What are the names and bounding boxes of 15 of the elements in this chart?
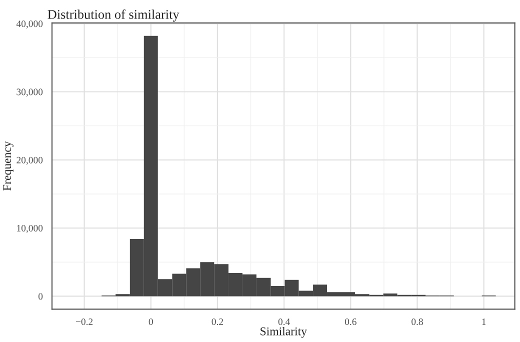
x-tick-label: 0: [148, 318, 153, 326]
chart-title: Distribution of similarity: [48, 9, 180, 22]
y-tick-label: 40,000: [16, 20, 43, 28]
x-tick-label: 0.4: [278, 318, 290, 326]
x-tick-label: 0.2: [212, 318, 224, 326]
y-tick-label: 0: [38, 293, 43, 300]
x-tick-label: 1: [482, 318, 486, 325]
x-tick-label: 0.8: [412, 318, 423, 326]
y-tick-label: 20,000: [16, 156, 43, 165]
y-axis-title: Frequency: [3, 141, 14, 191]
x-tick-label: −0.2: [76, 318, 93, 326]
y-tick-label: 10,000: [17, 224, 43, 233]
x-tick-label: 0.6: [344, 318, 356, 326]
x-axis-title: Similarity: [260, 327, 307, 338]
y-tick-label: 30,000: [16, 88, 43, 97]
